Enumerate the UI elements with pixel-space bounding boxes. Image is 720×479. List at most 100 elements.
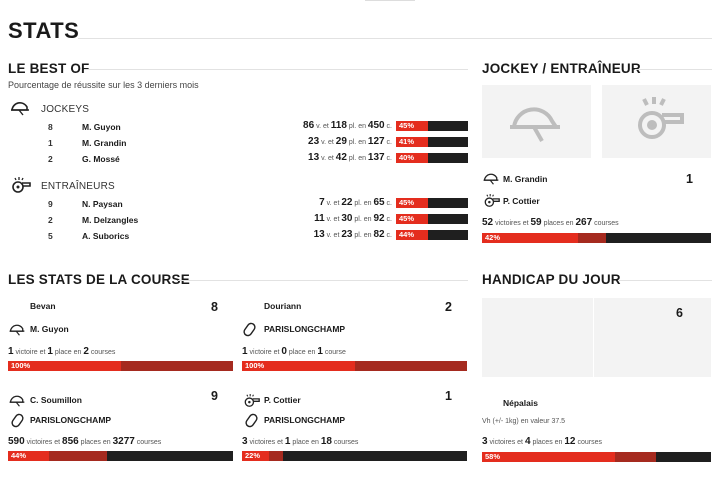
handicap-rule bbox=[619, 280, 712, 281]
handicap-image-placeholder bbox=[482, 298, 593, 377]
stats-text: 13 v. et 23 pl. en 82 c. bbox=[313, 229, 392, 240]
jockey-helmet-icon bbox=[8, 322, 26, 337]
stats-line: 1 victoire et 1 place en 2 courses bbox=[8, 346, 116, 357]
person-name[interactable]: A. Suborics bbox=[82, 231, 130, 241]
person-name[interactable]: M. Guyon bbox=[82, 122, 121, 132]
percentage-bar: 45% bbox=[396, 121, 468, 131]
rank-number: 2 bbox=[48, 215, 53, 225]
person-name[interactable]: M. Guyon bbox=[30, 324, 69, 334]
race-stat-card[interactable]: 1 P. Cottier PARISLONGCHAMP 3 victoires et … bbox=[242, 389, 467, 463]
trainer-whistle-icon bbox=[9, 176, 31, 194]
list-item[interactable]: 1 M. Grandin 23 v. et 29 pl. en 127 c. 41% bbox=[8, 136, 468, 150]
track-icon bbox=[10, 413, 25, 428]
bar-percentage-label: 58% bbox=[485, 452, 501, 461]
bar-percentage-label: 42% bbox=[485, 233, 501, 242]
jockey-trainer-rule bbox=[635, 69, 712, 70]
list-item[interactable]: 8 M. Guyon 86 v. et 118 pl. en 450 c. 45% bbox=[8, 120, 468, 134]
list-item[interactable]: 9 N. Paysan 7 v. et 22 pl. en 65 c. 45% bbox=[8, 197, 468, 211]
bar-percentage-label: 45% bbox=[399, 121, 415, 130]
bar-percentage-label: 22% bbox=[245, 451, 261, 460]
bar-secondary-fill bbox=[120, 361, 233, 371]
percentage-bar: 100% bbox=[242, 361, 467, 371]
rank-number: 8 bbox=[48, 122, 53, 132]
person-name[interactable]: N. Paysan bbox=[82, 199, 123, 209]
stats-text: 86 v. et 118 pl. en 450 c. bbox=[303, 120, 392, 131]
stats-text: 7 v. et 22 pl. en 65 c. bbox=[319, 197, 392, 208]
horse-number: 2 bbox=[445, 300, 452, 314]
rank-number: 5 bbox=[48, 231, 53, 241]
list-item[interactable]: 5 A. Suborics 13 v. et 23 pl. en 82 c. 44% bbox=[8, 229, 468, 243]
horse-number: 9 bbox=[211, 389, 218, 403]
person-name[interactable]: PARISLONGCHAMP bbox=[264, 324, 346, 334]
bar-percentage-label: 44% bbox=[11, 451, 27, 460]
bar-secondary-fill bbox=[354, 361, 467, 371]
jt-stats-line: 52 victoires et 59 places en 267 courses bbox=[482, 217, 619, 228]
bar-percentage-label: 40% bbox=[399, 153, 415, 162]
trainer-whistle-icon bbox=[482, 193, 500, 208]
race-stat-card[interactable]: Douriann 2 PARISLONGCHAMP 1 victoire et 0 p… bbox=[242, 300, 467, 372]
race-stat-card[interactable]: Bevan 8 M. Guyon 1 victoire et 1 place en 2… bbox=[8, 300, 233, 372]
handicap-image-placeholder-2 bbox=[594, 298, 711, 377]
jockey-helmet-icon bbox=[9, 99, 31, 117]
bar-percentage-label: 45% bbox=[399, 214, 415, 223]
bar-secondary-fill bbox=[48, 451, 107, 461]
percentage-bar: 44% bbox=[396, 230, 468, 240]
stats-line: 590 victoires et 856 places en 3277 cour… bbox=[8, 436, 162, 447]
horse-name[interactable]: Bevan bbox=[30, 301, 56, 311]
best-of-title: LE BEST OF bbox=[8, 61, 90, 76]
trainer-photo-placeholder bbox=[602, 85, 711, 158]
jockeys-label: JOCKEYS bbox=[41, 104, 90, 115]
jt-jockey-name[interactable]: M. Grandin bbox=[503, 174, 548, 184]
percentage-bar: 45% bbox=[396, 214, 468, 224]
list-item[interactable]: 2 G. Mossé 13 v. et 42 pl. en 137 c. 40% bbox=[8, 152, 468, 166]
page-title: STATS bbox=[8, 18, 80, 43]
person-name[interactable]: M. Delzangles bbox=[82, 215, 139, 225]
race-stats-rule bbox=[178, 280, 468, 281]
track-icon bbox=[244, 413, 259, 428]
percentage-bar: 41% bbox=[396, 137, 468, 147]
rank-number: 1 bbox=[48, 138, 53, 148]
jt-trainer-name[interactable]: P. Cottier bbox=[503, 196, 540, 206]
stats-line: 3 victoires et 1 place en 18 courses bbox=[242, 436, 359, 447]
race-stat-card[interactable]: 9 C. Soumillon PARISLONGCHAMP 590 victoires… bbox=[8, 389, 233, 463]
person-name[interactable]: G. Mossé bbox=[82, 154, 120, 164]
top-divider bbox=[365, 0, 415, 1]
bar-fill bbox=[396, 121, 428, 131]
handicap-percentage-bar: 58% bbox=[482, 452, 711, 462]
handicap-horse-name[interactable]: Népalais bbox=[503, 398, 538, 408]
bar-fill bbox=[8, 361, 121, 371]
bar-secondary-fill bbox=[269, 451, 283, 461]
best-of-rule bbox=[84, 69, 468, 70]
track-name[interactable]: PARISLONGCHAMP bbox=[30, 415, 112, 425]
bar-fill bbox=[396, 214, 428, 224]
stats-text: 11 v. et 30 pl. en 92 c. bbox=[314, 213, 392, 224]
jockey-helmet-icon bbox=[8, 393, 26, 408]
bar-fill bbox=[8, 451, 49, 461]
track-name[interactable]: PARISLONGCHAMP bbox=[264, 415, 346, 425]
handicap-title: HANDICAP DU JOUR bbox=[482, 272, 621, 287]
stats-line: 1 victoire et 0 place en 1 course bbox=[242, 346, 346, 357]
bar-percentage-label: 100% bbox=[245, 361, 265, 370]
jockey-helmet-icon bbox=[482, 171, 500, 186]
percentage-bar: 45% bbox=[396, 198, 468, 208]
list-item[interactable]: 2 M. Delzangles 11 v. et 30 pl. en 92 c. 45… bbox=[8, 213, 468, 227]
bar-fill bbox=[396, 137, 428, 147]
trainer-whistle-icon bbox=[242, 393, 260, 408]
bar-secondary-fill bbox=[578, 233, 606, 243]
person-name[interactable]: C. Soumillon bbox=[30, 395, 82, 405]
jockey-photo-placeholder bbox=[482, 85, 591, 158]
horse-number: 1 bbox=[445, 389, 452, 403]
person-name[interactable]: P. Cottier bbox=[264, 395, 301, 405]
bar-fill bbox=[396, 198, 428, 208]
percentage-bar: 44% bbox=[8, 451, 233, 461]
trainers-label: ENTRAÎNEURS bbox=[41, 181, 115, 192]
bar-fill bbox=[396, 230, 428, 240]
bar-percentage-label: 41% bbox=[399, 137, 415, 146]
title-rule bbox=[78, 38, 712, 39]
horse-name[interactable]: Douriann bbox=[264, 301, 302, 311]
percentage-bar: 22% bbox=[242, 451, 467, 461]
track-icon bbox=[242, 322, 257, 337]
jt-percentage-bar: 42% bbox=[482, 233, 711, 243]
rank-number: 2 bbox=[48, 154, 53, 164]
person-name[interactable]: M. Grandin bbox=[82, 138, 127, 148]
